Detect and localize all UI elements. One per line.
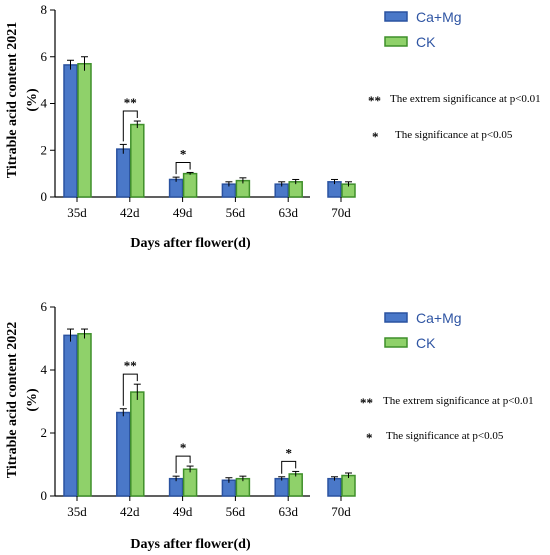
- bar-camg-35d: [63, 64, 78, 198]
- x-tick-label: 70d: [331, 205, 351, 220]
- legend-swatch: [384, 11, 408, 22]
- x-tick-label: 42d: [120, 504, 140, 519]
- note-text: The extrem significance at p<0.01: [383, 395, 534, 407]
- x-tick-label: 49d: [173, 205, 193, 220]
- significance-marker: **: [124, 358, 137, 373]
- y-tick-label: 8: [41, 2, 48, 17]
- x-tick-label: 63d: [278, 504, 298, 519]
- x-tick-label: 56d: [226, 504, 246, 519]
- bar-camg-70d: [327, 477, 342, 497]
- significance-bracket: [281, 460, 297, 474]
- bar-ck-42d: [130, 391, 145, 497]
- x-axis-label: Days after flower(d): [130, 236, 251, 251]
- significance-bracket: [122, 110, 138, 142]
- bar-ck-35d: [77, 333, 92, 497]
- bar-camg-42d: [116, 411, 131, 497]
- legend-label: Ca+Mg: [416, 310, 462, 326]
- y-tick-label: 0: [41, 189, 48, 204]
- x-tick-label: 56d: [226, 205, 246, 220]
- significance-marker: *: [180, 440, 187, 455]
- x-tick-label: 63d: [278, 205, 298, 220]
- legend-swatch: [384, 36, 408, 47]
- y-tick-label: 2: [41, 142, 48, 157]
- legend-swatch: [384, 312, 408, 323]
- y-tick-label: 4: [41, 96, 48, 111]
- y-tick-label: 6: [41, 299, 48, 314]
- note-text: The significance at p<0.05: [386, 430, 504, 442]
- significance-bracket: [122, 373, 138, 406]
- note-symbol: **: [360, 395, 373, 410]
- note-symbol: **: [368, 93, 381, 108]
- significance-marker: **: [124, 95, 137, 110]
- bar-camg-63d: [274, 477, 289, 497]
- bar-camg-49d: [168, 477, 184, 497]
- note-text: The extrem significance at p<0.01: [390, 93, 541, 105]
- y-tick-label: 4: [41, 362, 48, 377]
- x-tick-label: 35d: [67, 504, 87, 519]
- x-axis-label: Days after flower(d): [130, 537, 251, 552]
- note-symbol: *: [372, 129, 379, 144]
- bar-camg-49d: [168, 178, 184, 198]
- y-axis-label-line-2: (%): [25, 388, 40, 412]
- significance-bracket: [175, 161, 191, 175]
- y-axis-label-line-1: Titrable acid content 2021: [5, 22, 20, 178]
- bar-ck-49d: [182, 172, 198, 198]
- x-tick-label: 35d: [67, 205, 87, 220]
- legend-label: CK: [416, 34, 436, 50]
- bar-ck-49d: [182, 468, 198, 497]
- bar-ck-35d: [77, 63, 92, 198]
- bar-ck-42d: [130, 123, 145, 198]
- legend-label: Ca+Mg: [416, 9, 462, 25]
- legend-swatch: [384, 337, 408, 348]
- bar-ck-63d: [288, 473, 303, 497]
- legend-label: CK: [416, 335, 436, 351]
- note-symbol: *: [366, 430, 373, 445]
- x-tick-label: 70d: [331, 504, 351, 519]
- bar-camg-42d: [116, 148, 131, 198]
- y-axis-label-line-2: (%): [25, 88, 40, 112]
- bar-ck-56d: [235, 477, 251, 497]
- y-tick-label: 2: [41, 425, 48, 440]
- significance-marker: *: [180, 146, 187, 161]
- note-text: The significance at p<0.05: [395, 129, 513, 141]
- x-tick-label: 49d: [173, 504, 193, 519]
- significance-bracket: [175, 455, 191, 474]
- bar-camg-35d: [63, 334, 78, 497]
- y-tick-label: 0: [41, 488, 48, 503]
- significance-marker: *: [285, 445, 292, 460]
- y-tick-label: 6: [41, 49, 48, 64]
- x-tick-label: 42d: [120, 205, 140, 220]
- bar-ck-70d: [341, 474, 356, 497]
- y-axis-label-line-1: Titrable acid content 2022: [5, 322, 20, 478]
